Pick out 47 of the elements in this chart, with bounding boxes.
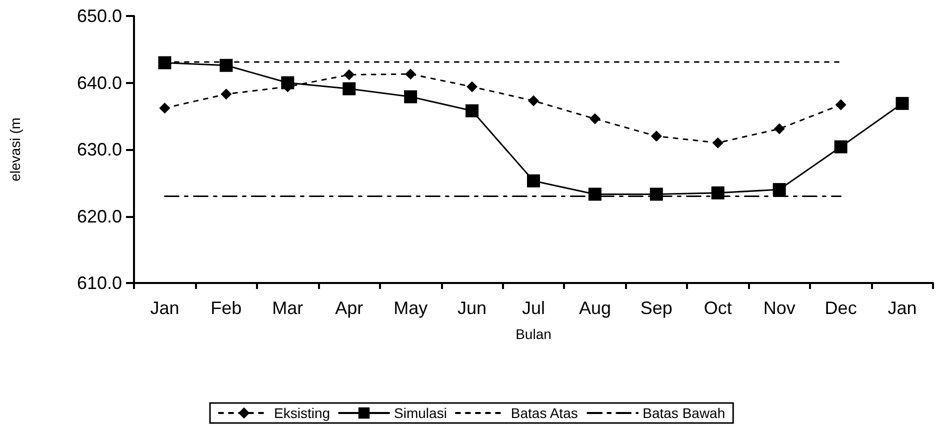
- point: [342, 82, 356, 96]
- point: [220, 88, 232, 100]
- point: [835, 99, 846, 110]
- x-tick-label: Jan: [888, 298, 917, 318]
- point: [466, 104, 479, 118]
- y-tick-label: 620.0: [76, 206, 122, 226]
- y-tick-label: 640.0: [76, 72, 122, 93]
- point: [650, 188, 663, 201]
- point: [159, 102, 170, 114]
- x-tick-label: Aug: [578, 298, 611, 318]
- x-tick-label: Nov: [763, 298, 796, 318]
- legend-label: Batas Atas: [510, 405, 578, 421]
- legend-label: Eksisting: [274, 405, 330, 421]
- x-tick-label: Oct: [704, 298, 732, 318]
- y-axis-title: elevasi (m: [7, 118, 23, 182]
- point: [712, 137, 724, 148]
- legend-label: Batas Bawah: [642, 405, 726, 421]
- x-tick-label: Jan: [150, 298, 180, 318]
- x-axis-title: Bulan: [516, 326, 552, 342]
- legend-label: Simulasi: [394, 405, 447, 421]
- y-tick-label: 650.0: [76, 6, 122, 26]
- point: [650, 130, 662, 142]
- y-tick-label: 630.0: [76, 140, 122, 160]
- point: [405, 68, 416, 80]
- point: [466, 81, 478, 92]
- point: [220, 58, 233, 72]
- point: [772, 183, 786, 196]
- point: [774, 123, 785, 134]
- point: [711, 186, 724, 200]
- x-tick-label: Feb: [210, 298, 242, 318]
- x-tick-label: Dec: [824, 298, 857, 318]
- point: [834, 140, 848, 154]
- point: [404, 90, 418, 104]
- x-tick-label: Apr: [335, 298, 364, 318]
- y-tick-label: 610.0: [76, 273, 122, 293]
- point: [528, 95, 539, 106]
- x-tick-label: Jun: [458, 298, 487, 318]
- x-tick-label: Jul: [522, 298, 546, 318]
- point: [896, 96, 909, 110]
- point: [158, 56, 172, 70]
- x-tick-label: May: [394, 298, 428, 318]
- point: [589, 113, 600, 124]
- point: [527, 174, 540, 188]
- point: [588, 188, 602, 201]
- x-tick-label: Mar: [272, 298, 304, 318]
- point: [344, 69, 355, 80]
- x-tick-label: Sep: [640, 298, 672, 318]
